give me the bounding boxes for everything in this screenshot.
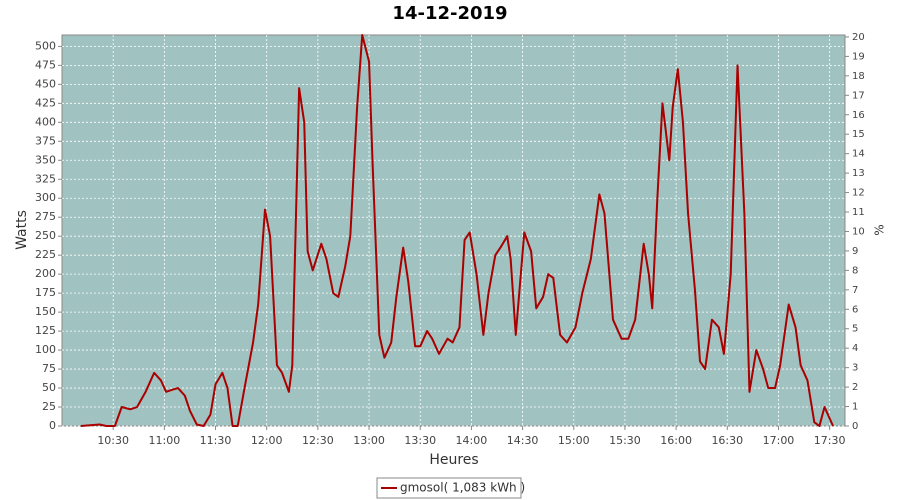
legend-label: gmosol( 1,083 kWh ) — [400, 481, 525, 495]
legend-box — [376, 477, 522, 499]
x-axis-label: Heures — [429, 452, 478, 468]
y2-axis-label: % — [873, 224, 887, 235]
y2-tick-label: 15 — [852, 129, 865, 140]
y-tick-label: 25 — [42, 400, 56, 413]
y2-tick-label: 10 — [852, 226, 865, 237]
y2-tick-label: 1 — [852, 402, 858, 413]
y2-tick-label: 8 — [852, 265, 858, 276]
x-tick-label: 14:00 — [456, 434, 488, 447]
y2-tick-label: 5 — [852, 324, 858, 335]
y2-tick-label: 18 — [852, 71, 865, 82]
x-tick-label: 13:30 — [404, 434, 436, 447]
data-line — [80, 34, 834, 427]
y-tick-label: 475 — [35, 58, 56, 71]
y2-tick-label: 14 — [852, 149, 865, 160]
y-tick-label: 150 — [35, 305, 56, 318]
x-tick-label: 11:30 — [200, 434, 232, 447]
y2-tick-label: 2 — [852, 382, 858, 393]
y2-tick-label: 6 — [852, 304, 858, 315]
y-tick-label: 175 — [35, 286, 56, 299]
y2-tick-label: 4 — [852, 343, 858, 354]
y-tick-label: 50 — [42, 381, 56, 394]
x-tick-label: 16:30 — [711, 434, 743, 447]
y2-tick-label: 19 — [852, 51, 865, 62]
y-tick-label: 425 — [35, 96, 56, 109]
y-tick-label: 300 — [35, 191, 56, 204]
y-tick-label: 500 — [35, 39, 56, 52]
y2-tick-label: 7 — [852, 285, 858, 296]
x-tick-label: 15:00 — [558, 434, 590, 447]
y2-tick-label: 16 — [852, 110, 865, 121]
y-tick-label: 225 — [35, 248, 56, 261]
y-tick-label: 125 — [35, 324, 56, 337]
x-tick-label: 15:30 — [609, 434, 641, 447]
x-tick-label: 14:30 — [507, 434, 539, 447]
chart-title: 14-12-2019 — [392, 3, 507, 24]
x-tick-label: 11:00 — [149, 434, 181, 447]
y2-tick-label: 9 — [852, 246, 858, 257]
y-axis-label: Watts — [14, 210, 30, 250]
x-tick-label: 17:00 — [763, 434, 795, 447]
y-tick-label: 75 — [42, 362, 56, 375]
x-tick-label: 10:30 — [97, 434, 129, 447]
y-tick-label: 450 — [35, 77, 56, 90]
y-tick-label: 0 — [49, 419, 56, 432]
x-tick-label: 17:30 — [814, 434, 846, 447]
plot-area — [61, 34, 846, 427]
y2-tick-label: 20 — [852, 32, 865, 43]
x-tick-label: 12:30 — [302, 434, 334, 447]
y2-tick-label: 11 — [852, 207, 865, 218]
y-tick-label: 350 — [35, 153, 56, 166]
y2-tick-label: 0 — [852, 421, 858, 432]
y2-tick-label: 3 — [852, 363, 858, 374]
y-tick-label: 400 — [35, 115, 56, 128]
y-tick-label: 250 — [35, 229, 56, 242]
y-tick-label: 100 — [35, 343, 56, 356]
x-tick-label: 16:00 — [660, 434, 692, 447]
y2-tick-label: 17 — [852, 90, 865, 101]
y-tick-label: 375 — [35, 134, 56, 147]
x-tick-label: 12:00 — [251, 434, 283, 447]
y-tick-label: 325 — [35, 172, 56, 185]
x-tick-label: 13:00 — [353, 434, 385, 447]
y-tick-label: 200 — [35, 267, 56, 280]
y-tick-label: 275 — [35, 210, 56, 223]
y2-tick-label: 12 — [852, 188, 865, 199]
y2-tick-label: 13 — [852, 168, 865, 179]
